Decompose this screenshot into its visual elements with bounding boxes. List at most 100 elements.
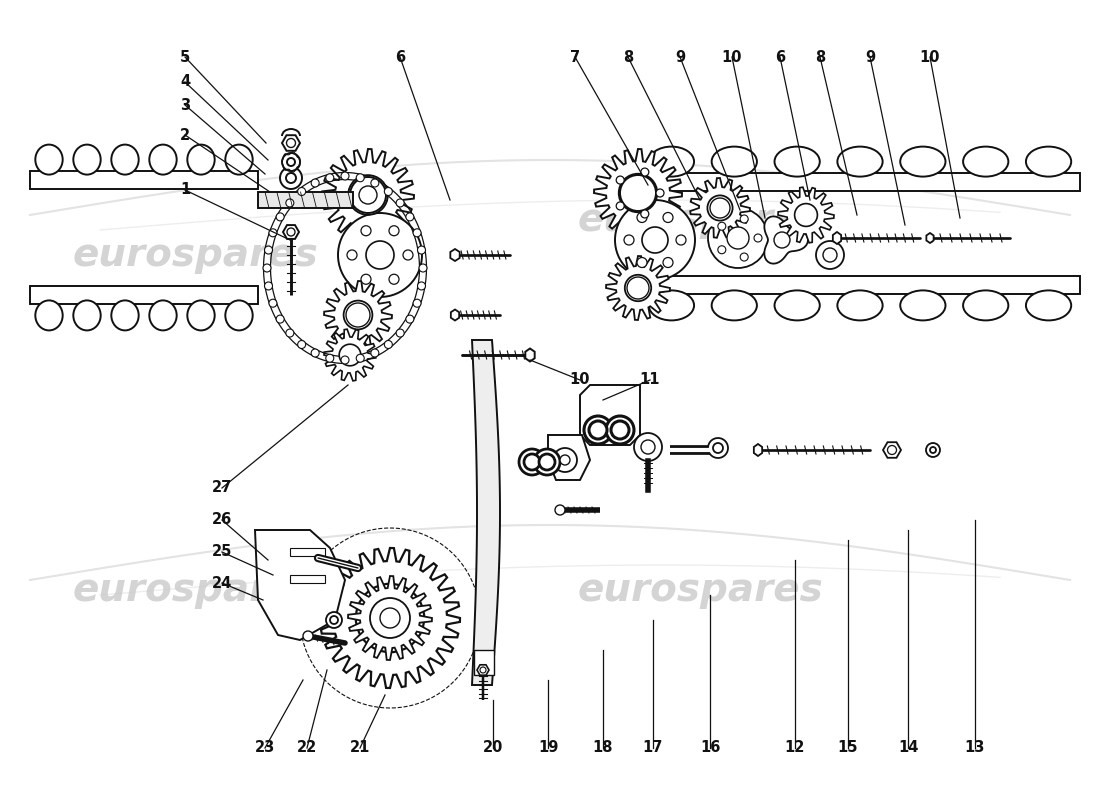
Circle shape (276, 315, 284, 323)
Circle shape (414, 229, 421, 237)
Circle shape (264, 282, 273, 290)
Ellipse shape (649, 290, 694, 320)
Bar (290, 548, 324, 556)
Circle shape (619, 174, 657, 212)
Text: eurospares: eurospares (578, 571, 823, 609)
Text: 14: 14 (898, 741, 918, 755)
Text: 5: 5 (180, 50, 190, 65)
Circle shape (268, 229, 277, 237)
Circle shape (625, 274, 651, 301)
Circle shape (584, 416, 612, 444)
Ellipse shape (964, 290, 1009, 320)
Circle shape (349, 175, 388, 214)
Text: 15: 15 (838, 741, 858, 755)
Ellipse shape (837, 146, 882, 177)
Polygon shape (926, 233, 934, 243)
Text: 4: 4 (180, 74, 190, 90)
Circle shape (539, 454, 556, 470)
Circle shape (663, 258, 673, 267)
Circle shape (384, 341, 393, 349)
Ellipse shape (900, 290, 946, 320)
Circle shape (740, 215, 748, 223)
Bar (640, 173, 1080, 191)
Circle shape (624, 235, 634, 245)
Polygon shape (451, 310, 459, 321)
Text: 27: 27 (212, 481, 232, 495)
Circle shape (338, 213, 422, 297)
Circle shape (286, 329, 294, 337)
Circle shape (616, 176, 624, 184)
Circle shape (634, 433, 662, 461)
Text: 24: 24 (212, 575, 232, 590)
Circle shape (637, 258, 647, 267)
Circle shape (727, 227, 749, 249)
Circle shape (356, 174, 364, 182)
Bar (640, 276, 1080, 294)
Text: 17: 17 (642, 741, 663, 755)
Circle shape (930, 447, 936, 453)
Circle shape (286, 173, 296, 183)
Circle shape (641, 168, 649, 176)
Text: 13: 13 (965, 741, 986, 755)
Circle shape (280, 167, 302, 189)
Text: 18: 18 (593, 741, 614, 755)
Text: 19: 19 (538, 741, 558, 755)
Circle shape (286, 199, 294, 207)
Text: 6: 6 (395, 50, 405, 65)
Text: 22: 22 (297, 741, 317, 755)
Circle shape (403, 250, 412, 260)
Text: 6: 6 (774, 50, 785, 65)
Polygon shape (320, 548, 460, 688)
Circle shape (926, 443, 940, 457)
Circle shape (371, 349, 378, 357)
Circle shape (642, 227, 668, 253)
Polygon shape (322, 149, 414, 241)
Circle shape (371, 179, 378, 187)
Ellipse shape (150, 145, 177, 174)
Circle shape (298, 341, 306, 349)
Polygon shape (690, 178, 750, 238)
Text: 12: 12 (784, 741, 805, 755)
Ellipse shape (150, 300, 177, 330)
Circle shape (708, 208, 768, 268)
Circle shape (560, 455, 570, 465)
Circle shape (330, 616, 338, 624)
Text: eurospares: eurospares (578, 201, 823, 239)
Circle shape (326, 612, 342, 628)
Ellipse shape (74, 145, 101, 174)
Text: 8: 8 (815, 50, 825, 65)
Polygon shape (477, 665, 490, 675)
Circle shape (282, 153, 300, 171)
Circle shape (370, 598, 410, 638)
Polygon shape (594, 149, 682, 237)
Circle shape (637, 213, 647, 222)
Ellipse shape (35, 145, 63, 174)
Text: 1: 1 (180, 182, 190, 198)
Circle shape (311, 349, 319, 357)
Circle shape (656, 189, 664, 197)
Circle shape (718, 246, 726, 254)
Circle shape (588, 421, 607, 439)
Circle shape (356, 354, 364, 362)
Text: 10: 10 (722, 50, 742, 65)
Circle shape (418, 246, 426, 254)
Polygon shape (348, 576, 432, 660)
Ellipse shape (774, 146, 820, 177)
Circle shape (740, 253, 748, 261)
Text: 11: 11 (640, 373, 660, 387)
Circle shape (355, 584, 425, 652)
Text: 23: 23 (255, 741, 275, 755)
Circle shape (794, 204, 817, 226)
Circle shape (663, 213, 673, 222)
Ellipse shape (649, 146, 694, 177)
Circle shape (366, 241, 394, 269)
Text: 10: 10 (570, 373, 591, 387)
Text: 8: 8 (623, 50, 634, 65)
Circle shape (419, 264, 427, 272)
Polygon shape (548, 435, 590, 480)
Ellipse shape (226, 300, 253, 330)
Circle shape (816, 241, 844, 269)
Circle shape (359, 186, 377, 204)
Circle shape (389, 226, 399, 236)
Circle shape (708, 438, 728, 458)
